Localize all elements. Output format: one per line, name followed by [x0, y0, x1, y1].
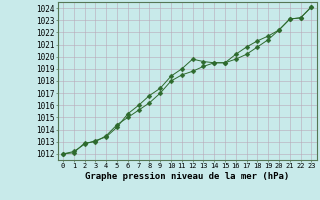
X-axis label: Graphe pression niveau de la mer (hPa): Graphe pression niveau de la mer (hPa): [85, 172, 289, 181]
